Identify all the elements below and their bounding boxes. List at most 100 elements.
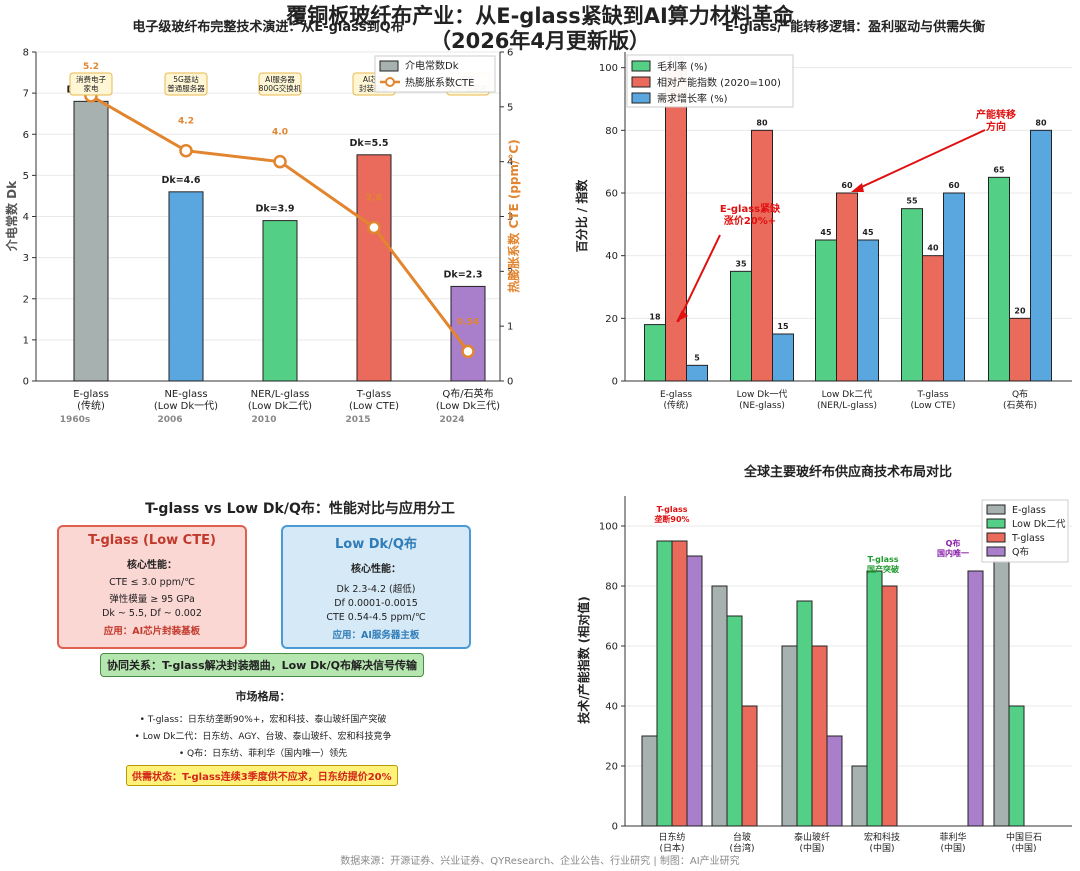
c1-app-note-box xyxy=(69,72,113,96)
market-title: 市场格局： xyxy=(235,690,291,703)
market-line-2: • Low Dk二代：日东纺、AGY、台玻、泰山玻纤、宏和科技竞争 xyxy=(134,732,392,742)
c1-y2tick-label: 3 xyxy=(507,212,513,223)
c3-bar-series-0 xyxy=(781,645,798,827)
c2-bar-series-0 xyxy=(730,270,752,382)
market-line-3: • Q布：日东纺、菲利华（国内唯一）领先 xyxy=(178,749,348,759)
c3-bar-series-2 xyxy=(881,585,898,827)
c1-y2tick-label: 1 xyxy=(507,322,513,333)
c2-arrow-transfer-head xyxy=(851,183,864,192)
c2-bar-label: 20 xyxy=(1014,306,1026,315)
c1-y2tick-label: 4 xyxy=(507,157,513,168)
c1-cte-label: 2.8 xyxy=(366,193,382,203)
c2-bar-series-0 xyxy=(815,239,837,382)
c1-y2tick-label: 6 xyxy=(507,48,513,59)
c3-bar-series-3 xyxy=(826,735,843,827)
c1-app-note-box xyxy=(164,72,208,96)
c3-xtick-label: 泰山玻纤(中国) xyxy=(794,831,830,854)
c3-legend-label: E-glass xyxy=(1012,505,1046,516)
c2-bar-series-1 xyxy=(665,67,687,382)
c1-xtick-label: E-glass (传统) xyxy=(73,389,109,412)
c2-bar-series-0 xyxy=(644,324,666,382)
c3-legend-swatch xyxy=(986,504,1006,515)
c2-title: E-glass产能转移逻辑：盈利驱动与供需失衡 xyxy=(725,19,985,35)
tglass-line-1: CTE ≤ 3.0 ppm/℃ xyxy=(109,577,195,588)
c1-xtick-label: T-glass (Low CTE) xyxy=(349,389,399,412)
c2-annot-transfer: 产能转移方向 xyxy=(976,108,1016,133)
c2-arrow-egl-head xyxy=(676,310,688,322)
c2-bar-label: 80 xyxy=(1035,118,1047,127)
c2-bar-label: 5 xyxy=(694,353,700,362)
c2-xtick-label: T-glass (Low CTE) xyxy=(910,390,955,411)
c1-ylabel: 介电常数 Dk xyxy=(4,180,19,252)
c1-dk-bar xyxy=(73,100,109,382)
c2-xtick-label: Q布(石英布) xyxy=(1003,388,1037,411)
c2-ytick-label: 100 xyxy=(599,63,618,74)
c2-bar-series-1 xyxy=(1009,317,1031,382)
c1-dk-label: Dk=5.5 xyxy=(350,138,389,149)
c2-bar-label: 45 xyxy=(862,228,874,237)
c2-ytick-label: 20 xyxy=(605,314,618,325)
c1-ytick-label: 3 xyxy=(23,253,29,264)
c1-cte-label: 0.54 xyxy=(457,317,479,327)
c1-ytick-label: 1 xyxy=(23,335,29,346)
c1-dk-label: Dk=4.6 xyxy=(162,175,201,186)
info-panel-title: T-glass vs Low Dk/Q布：性能对比与应用分工 xyxy=(145,501,455,517)
c2-bar-series-1 xyxy=(836,192,858,382)
c2-xtick-label: Low Dk二代(NER/L-glass) xyxy=(817,389,877,411)
main-title-text: 覆铜板玻纤布产业：从E-glass紧缺到AI算力材料革命 xyxy=(286,4,794,28)
c1-cte-point xyxy=(273,154,287,169)
c3-xtick-label: 台玻(台湾) xyxy=(729,831,754,854)
lowdk-line-1: Dk 2.3-4.2 (超低) xyxy=(336,584,416,595)
c2-bar-series-1 xyxy=(922,255,944,382)
c2-ytick-label: 60 xyxy=(605,189,618,200)
c3-bar-series-1 xyxy=(726,615,743,827)
c1-dk-label: Dk=2.3 xyxy=(444,269,483,280)
c1-cte-point xyxy=(461,344,475,359)
c1-dk-bar xyxy=(450,285,486,382)
c2-legend-swatch xyxy=(631,76,651,88)
c3-legend-label: T-glass xyxy=(1011,533,1045,544)
tglass-box-sub: 核心性能： xyxy=(127,560,177,571)
c2-ytick-label: 40 xyxy=(605,251,618,262)
c3-bar-series-2 xyxy=(741,705,758,827)
c1-y2tick-label: 5 xyxy=(507,102,513,113)
c3-xtick-label: 菲利华(中国) xyxy=(939,831,966,854)
c2-legend-swatch xyxy=(631,60,651,72)
c1-xtick-label: NE-glass (Low Dk一代) xyxy=(154,389,218,412)
c2-bar-series-2 xyxy=(772,333,794,382)
c1-ytick-label: 4 xyxy=(23,212,29,223)
c1-ytick-label: 0 xyxy=(23,377,29,388)
c3-legend-label: Q布 xyxy=(1012,546,1029,558)
c3-bar-series-3 xyxy=(967,570,984,827)
c2-bar-series-2 xyxy=(1030,129,1052,382)
c1-legend-label-cte: 热膨胀系数CTE xyxy=(405,76,474,89)
c3-annot-grace: T-glass 国产突破 xyxy=(867,555,899,574)
c1-title: 电子级玻纤布完整技术演进：从E-glass到Q布 xyxy=(132,19,403,35)
tglass-box-app: 应用：AI芯片封装基板 xyxy=(103,626,201,637)
c3-annot-feilihua: Q布国内唯一 xyxy=(937,538,969,558)
market-line-1: • T-glass：日东纺垄断90%+，宏和科技、泰山玻纤国产突破 xyxy=(139,715,387,725)
c2-xtick-label: E-glass (传统) xyxy=(660,390,692,411)
c2-bar-series-0 xyxy=(988,176,1010,382)
c2-bar-label: 45 xyxy=(820,228,832,237)
c1-legend-marker-cte xyxy=(385,77,395,87)
c1-ytick-label: 6 xyxy=(23,130,29,141)
c1-dk-bar xyxy=(356,154,392,382)
c1-dk-bar xyxy=(262,220,298,382)
c1-xtick-label: NER/L-glass (Low Dk二代) xyxy=(248,389,312,412)
c3-title: 全球主要玻纤布供应商技术布局对比 xyxy=(743,464,952,480)
c3-xtick-label: 宏和科技(中国) xyxy=(864,831,900,854)
c1-app-note-box xyxy=(258,72,302,96)
c2-bar-label: 60 xyxy=(841,181,853,190)
c1-cte-point xyxy=(179,143,193,158)
c2-bar-series-0 xyxy=(901,208,923,382)
c1-ytick-label: 7 xyxy=(23,89,29,100)
c2-bar-label: 80 xyxy=(756,118,768,127)
c1-dk-bar xyxy=(168,191,204,382)
c2-bar-label: 40 xyxy=(927,244,939,253)
c1-cte-label: 4.0 xyxy=(272,128,288,138)
c2-bar-label: 60 xyxy=(948,181,960,190)
c3-ylabel: 技术/产能指数 (相对值) xyxy=(576,596,591,724)
c1-app-note-text: AI芯片封装基板 xyxy=(359,74,389,93)
